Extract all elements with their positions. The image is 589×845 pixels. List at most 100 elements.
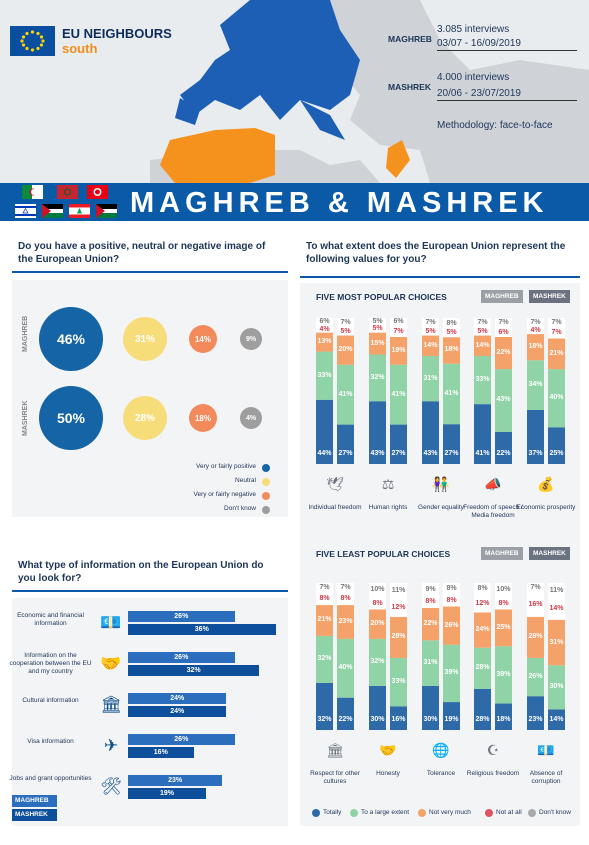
value-bar-label: 23% [528, 716, 543, 723]
value-bar-label: 6% [498, 328, 509, 336]
value-bar-label: 33% [391, 678, 406, 686]
value-bar-label: 10% [370, 586, 385, 594]
image-row-label-maghreb: MAGHREB [22, 315, 29, 352]
value-bar-label: 27% [391, 450, 406, 457]
jordan-flag-icon [42, 204, 63, 218]
image-bubble: 31% [123, 317, 167, 361]
value-category-icon: ☪ [486, 742, 500, 758]
top-tag-maghreb: MAGHREB [481, 290, 523, 303]
value-bar-label: 22% [496, 450, 511, 457]
value-bar-label: 40% [549, 394, 564, 402]
bottom-choices-title: FIVE LEAST POPULAR CHOICES [316, 549, 451, 559]
info-bar-mashrek: 36% [128, 624, 276, 635]
value-bar-label: 25% [496, 623, 511, 631]
page-title: MAGHREB & MASHREK [130, 187, 549, 219]
value-bar-label: 8% [372, 599, 383, 607]
info-bar-mashrek: 19% [128, 788, 206, 799]
info-item-label: Jobs and grant opportunities [9, 775, 92, 782]
value-bar-label: 8% [340, 595, 351, 603]
value-bar-label: 32% [317, 716, 332, 723]
value-bar-label: 41% [391, 390, 406, 398]
handshake-icon: 🤝 [100, 654, 122, 673]
value-bar-label: 24% [475, 626, 490, 634]
value-bar-label: 5% [477, 327, 488, 335]
value-bar-label: 21% [317, 616, 332, 624]
image-bubble: 4% [240, 407, 262, 429]
image-row-label-mashrek: MASHREK [22, 400, 29, 436]
values-panel-title: To what extent does the European Union r… [306, 241, 566, 265]
maghreb-dates: 03/07 - 16/09/2019 [437, 38, 577, 51]
info-bar-maghreb: 24% [128, 693, 227, 704]
value-bar-label: 8% [477, 584, 488, 592]
mashrek-label: MASHREK [388, 82, 431, 92]
value-bar-label: 31% [549, 638, 564, 646]
value-bar-label: 19% [391, 346, 406, 354]
header-map: EU NEIGHBOURS south MAGHREB 3.085 interv… [0, 0, 589, 183]
value-bar-label: 37% [528, 450, 543, 457]
value-bar-label: 22% [423, 620, 438, 628]
morocco-flag-icon [57, 185, 78, 199]
maghreb-label: MAGHREB [388, 34, 432, 44]
info-bar-maghreb: 26% [128, 611, 235, 622]
value-bar-label: 7% [393, 327, 404, 335]
value-bar-label: 4% [530, 327, 541, 335]
info-item-label: Information on the cooperation between t… [9, 652, 92, 675]
value-bar-label: 31% [423, 374, 438, 382]
value-bar-label: 32% [370, 658, 385, 666]
value-bar-label: 7% [551, 319, 562, 327]
value-bar-label: 8% [319, 595, 330, 603]
value-bar-label: 21% [549, 349, 564, 357]
value-bar-label: 18% [444, 346, 459, 354]
value-category-icon: 💰 [537, 476, 555, 492]
values-legend-dot [528, 809, 536, 817]
value-bar-label: 18% [528, 343, 543, 351]
value-bar-label: 30% [423, 716, 438, 723]
value-bar-label: 7% [319, 584, 330, 592]
image-legend-dot [262, 506, 270, 514]
bottom-tag-maghreb: MAGHREB [481, 547, 523, 560]
value-bar-label: 33% [317, 371, 332, 379]
value-category-icon: 🤝 [379, 742, 397, 758]
value-bar-label: 27% [338, 450, 353, 457]
value-category-label: Respect for other cultures [310, 770, 360, 785]
value-bar-label: 6% [393, 318, 404, 326]
value-category-icon: 👫 [432, 476, 450, 492]
eu-flag-icon [10, 26, 55, 56]
value-bar-label: 39% [496, 670, 511, 678]
value-category-label: Honesty [376, 770, 400, 777]
value-bar-label: 8% [425, 598, 436, 606]
value-bar-label: 7% [477, 319, 488, 327]
image-legend-label: Very or fairly positive [196, 463, 256, 470]
value-bar-label: 14% [549, 605, 564, 613]
value-bar-label: 19% [444, 716, 459, 723]
values-legend-label: Not at all [496, 809, 522, 816]
image-legend-dot [262, 464, 270, 472]
info-bar-maghreb: 26% [128, 734, 235, 745]
plane-icon: ✈ [103, 736, 119, 755]
value-bar-label: 32% [370, 373, 385, 381]
value-bar-label: 43% [423, 450, 438, 457]
bottom-tag-mashrek: MASHREK [529, 547, 570, 560]
info-bar-mashrek: 32% [128, 665, 260, 676]
image-panel-title: Do you have a positive, neutral or negat… [18, 241, 266, 265]
image-legend-dot [262, 492, 270, 500]
image-panel-rule [12, 271, 288, 273]
value-bar-label: 41% [475, 450, 490, 457]
value-bar-label: 10% [496, 586, 511, 594]
money-icon: 💶 [100, 613, 122, 632]
value-bar-label: 32% [317, 655, 332, 663]
info-panel-title: What type of information on the European… [18, 560, 264, 584]
value-bar-label: 20% [370, 620, 385, 628]
value-bar-label: 13% [317, 338, 332, 346]
algeria-flag-icon [22, 185, 43, 199]
value-bar-label: 39% [444, 669, 459, 677]
value-category-label: Absence of corruption [529, 770, 563, 785]
value-bar-label: 5% [372, 324, 383, 332]
value-bar-label: 14% [475, 341, 490, 349]
value-bar-label: 18% [496, 716, 511, 723]
maghreb-interviews: 3.085 interviews [437, 24, 510, 35]
value-bar-label: 9% [425, 585, 436, 593]
israel-flag-icon [15, 204, 36, 218]
value-category-label: Individual freedom [308, 504, 362, 511]
value-bar-label: 12% [475, 599, 490, 607]
